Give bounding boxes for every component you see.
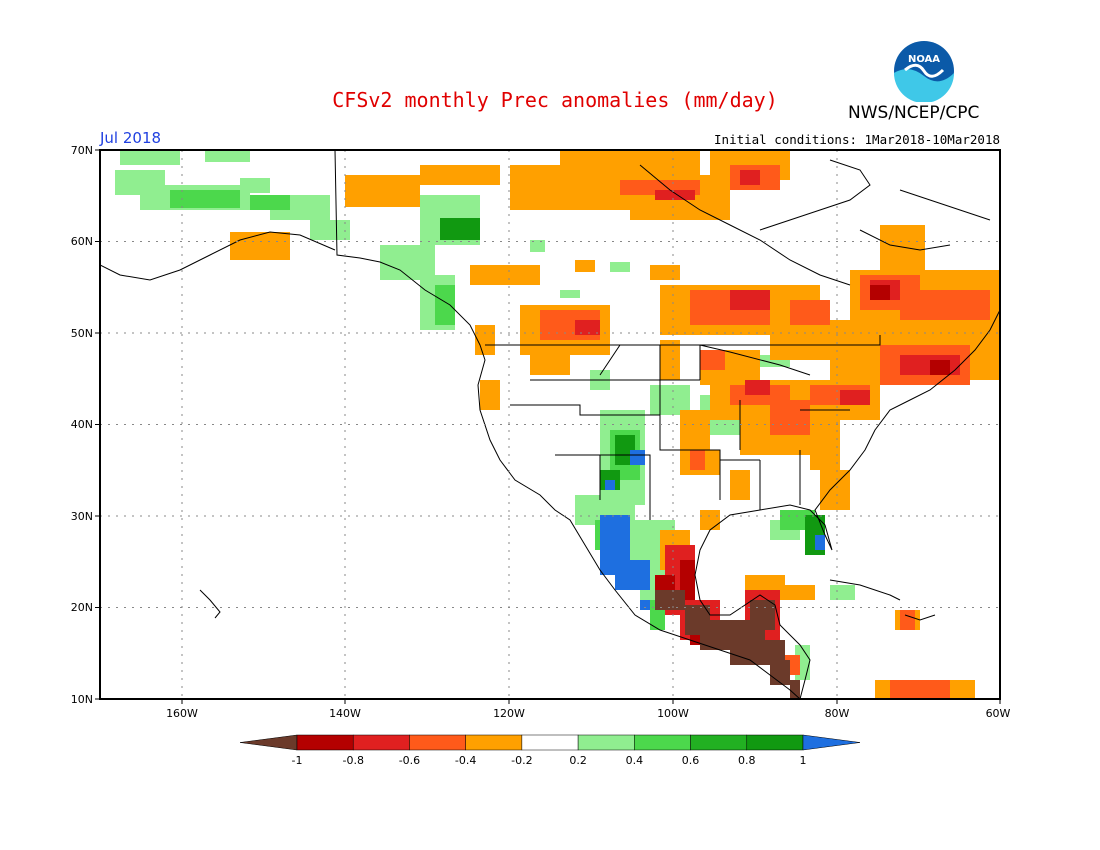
- lat-label: 60N: [71, 235, 93, 248]
- lat-label: 30N: [71, 510, 93, 523]
- initial-conditions-label: Initial conditions: 1Mar2018-10Mar2018: [714, 132, 1000, 147]
- colorbar-label: -0.8: [342, 754, 363, 767]
- colorbar-label: 0.4: [626, 754, 644, 767]
- lon-label: 100W: [657, 707, 689, 720]
- colorbar-arrow-high: [802, 734, 861, 751]
- lon-label: 140W: [329, 707, 361, 720]
- lon-label: 160W: [166, 707, 198, 720]
- lat-label: 70N: [71, 144, 93, 157]
- gridlines: [100, 150, 1000, 699]
- noaa-logo: NOAA: [893, 40, 955, 103]
- colorbar-label: 0.6: [682, 754, 700, 767]
- colorbar-box: [409, 734, 466, 751]
- lat-label: 20N: [71, 601, 93, 614]
- lon-label: 120W: [493, 707, 525, 720]
- colorbar-box: [465, 734, 523, 751]
- lat-label: 50N: [71, 327, 93, 340]
- colorbar-label: 0.8: [738, 754, 756, 767]
- colorbar-label: -0.2: [511, 754, 532, 767]
- colorbar-box: [521, 734, 579, 751]
- colorbar-box: [352, 734, 410, 751]
- coastlines: [100, 150, 1000, 699]
- colorbar-box: [634, 734, 691, 751]
- colorbar-label: -0.6: [399, 754, 420, 767]
- colorbar: -1 -0.8 -0.6 -0.4 -0.2 0.2 0.4 0.6 0.8 1: [239, 734, 861, 767]
- colorbar-label: 0.2: [569, 754, 587, 767]
- noaa-logo-text: NOAA: [908, 54, 940, 65]
- lon-label: 60W: [986, 707, 1011, 720]
- colorbar-box: [577, 734, 635, 751]
- colorbar-label: -1: [292, 754, 303, 767]
- colorbar-box: [296, 734, 354, 751]
- agency-label: NWS/NCEP/CPC: [848, 103, 980, 123]
- lat-label: 40N: [71, 418, 93, 431]
- longitude-labels: 160W 140W 120W 100W 80W 60W: [166, 707, 1010, 720]
- colorbar-label: 1: [800, 754, 807, 767]
- colorbar-label: -0.4: [455, 754, 476, 767]
- lat-label: 10N: [71, 693, 93, 706]
- map-title: CFSv2 monthly Prec anomalies (mm/day): [332, 88, 778, 112]
- axis-ticks: [95, 149, 1001, 704]
- colorbar-box: [746, 734, 804, 751]
- colorbar-box: [690, 734, 748, 751]
- anomaly-fields: [115, 150, 1000, 699]
- lon-label: 80W: [825, 707, 850, 720]
- latitude-labels: 70N 60N 50N 40N 30N 20N 10N: [71, 144, 93, 706]
- colorbar-arrow-low: [239, 734, 298, 751]
- month-label: Jul 2018: [100, 129, 162, 147]
